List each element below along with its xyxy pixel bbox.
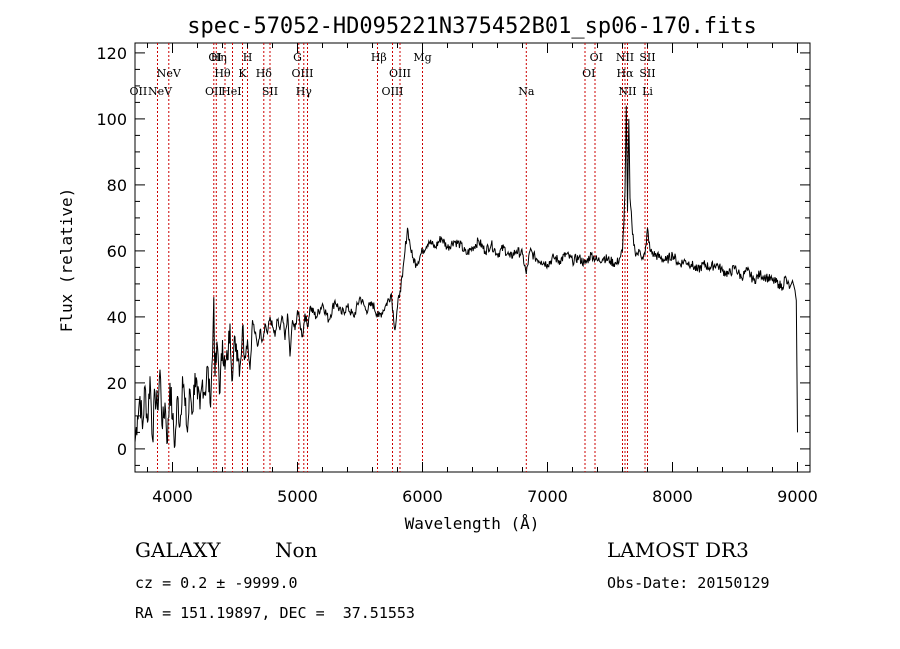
spectrum-line <box>134 105 798 448</box>
spectral-line-label: K <box>238 67 247 80</box>
spectral-line-label: NeV <box>157 67 182 80</box>
y-tick-label: 80 <box>107 176 127 195</box>
chart-title: spec-57052-HD095221N375452B01_sp06-170.f… <box>187 14 757 39</box>
x-tick-label: 6000 <box>402 487 443 506</box>
spectral-line-label: OI <box>582 67 595 80</box>
y-axis: 0 20 40 60 80 100 120 <box>96 44 810 466</box>
x-tick-label: 7000 <box>527 487 568 506</box>
spectral-line-label: G <box>293 51 302 64</box>
x-axis-label: Wavelength (Å) <box>405 514 540 533</box>
spectral-line-label: HeI <box>221 85 241 98</box>
spectral-line-label: Hγ <box>296 85 313 98</box>
x-tick-label: 8000 <box>652 487 693 506</box>
spectral-line-label: Hθ <box>214 67 231 80</box>
spectral-line-label: Li <box>642 85 653 98</box>
x-axis: 4000 5000 6000 7000 8000 9000 <box>147 43 818 506</box>
spectral-line-label: Hδ <box>256 67 273 80</box>
x-tick-label: 4000 <box>152 487 193 506</box>
y-tick-label: 20 <box>107 374 127 393</box>
spectral-line-label: Hα <box>616 67 634 80</box>
object-subclass: Non <box>275 538 318 562</box>
obs-date: Obs-Date: 20150129 <box>607 574 770 592</box>
y-tick-label: 100 <box>96 110 127 129</box>
spectral-line-label: SII <box>262 85 278 98</box>
spectral-line-label: OII <box>205 85 223 98</box>
spectral-line-label: OIII <box>389 67 411 80</box>
spectral-line-label: SII <box>639 67 655 80</box>
spectral-line-label: OIII <box>291 67 313 80</box>
y-tick-label: 40 <box>107 308 127 327</box>
y-tick-label: 0 <box>117 440 127 459</box>
spectral-line-label: OIII <box>381 85 403 98</box>
spectral-line-label: SII <box>639 51 655 64</box>
x-tick-label: 5000 <box>277 487 318 506</box>
survey-name: LAMOST DR3 <box>607 538 749 562</box>
spectral-line-label: NeV <box>148 85 173 98</box>
object-class: GALAXY <box>135 538 221 562</box>
spectral-line-label: NII <box>618 85 636 98</box>
plot-frame <box>134 42 811 473</box>
line-marker-group <box>157 43 648 472</box>
coordinates: RA = 151.19897, DEC = 37.51553 <box>135 604 415 622</box>
x-tick-label: 9000 <box>777 487 818 506</box>
y-axis-label: Flux (relative) <box>57 188 76 333</box>
spectral-line-label: Mg <box>413 51 431 64</box>
spectral-line-label: Hη <box>211 51 227 64</box>
y-tick-label: 60 <box>107 242 127 261</box>
spectral-line-label: OI <box>208 51 221 64</box>
spectral-line-label: Hβ <box>371 51 387 64</box>
redshift-readout: cz = 0.2 ± -9999.0 <box>135 574 298 592</box>
spectral-line-label: OI <box>590 51 603 64</box>
spectral-line-label: NII <box>616 51 634 64</box>
spectral-line-label: H <box>243 51 253 64</box>
spectral-line-label: OII <box>130 85 148 98</box>
spectral-line-label: Na <box>518 85 535 98</box>
y-tick-label: 120 <box>96 44 127 63</box>
